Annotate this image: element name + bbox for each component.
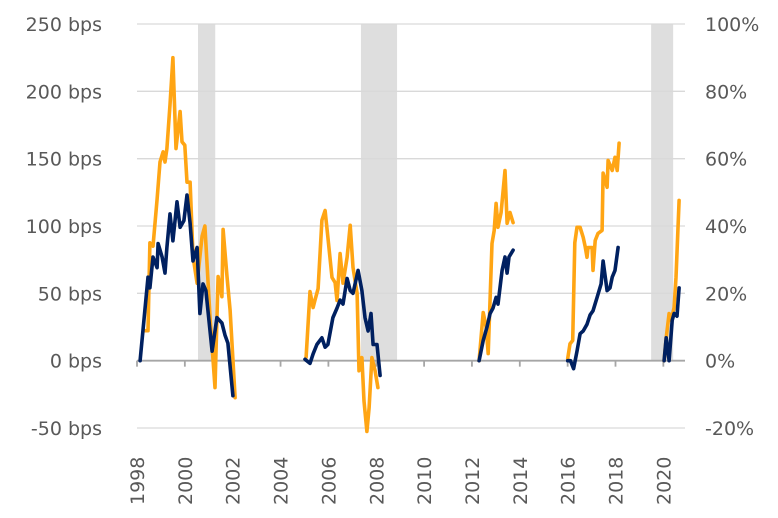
recession-band [198, 24, 216, 361]
y-right-tick-label: 0% [705, 351, 735, 373]
y-right-tick-label: 80% [705, 81, 747, 103]
x-tick-label: 2014 [510, 457, 532, 505]
tick-labels: 250 bps 200 bps 150 bps 100 bps 50 bps 0 bps -… [26, 14, 760, 505]
y-left-tick-label: 200 bps [26, 81, 102, 103]
x-tick-label: 2000 [175, 457, 197, 505]
series-lines [138, 55, 681, 434]
x-tick-label: 2008 [366, 457, 388, 505]
x-tick-label: 2018 [606, 457, 628, 505]
y-right-tick-label: 20% [705, 283, 747, 305]
recession-band [651, 24, 674, 361]
x-tick-label: 2006 [318, 457, 340, 505]
navy-series-line [477, 248, 515, 363]
x-tick-label: 2004 [271, 457, 293, 505]
recession-band [360, 24, 398, 361]
navy-series-line [565, 245, 620, 371]
x-tick-label: 2020 [653, 457, 675, 505]
y-left-tick-label: 0 bps [50, 351, 102, 373]
x-tick-label: 2010 [414, 457, 436, 505]
x-axis [136, 359, 685, 367]
y-left-tick-label: -50 bps [31, 418, 102, 440]
orange-series-line [143, 55, 237, 400]
x-tick-label: 2016 [558, 457, 580, 505]
y-right-tick-label: -20% [705, 418, 754, 440]
y-right-tick-label: 40% [705, 216, 747, 238]
y-right-tick-label: 100% [705, 14, 759, 36]
gridlines [137, 23, 685, 429]
orange-series-line [304, 208, 380, 434]
navy-series-line [138, 193, 235, 398]
y-left-tick-label: 150 bps [26, 149, 102, 171]
navy-series-line [303, 268, 382, 378]
x-tick-label: 1998 [127, 457, 149, 505]
y-left-tick-label: 100 bps [26, 216, 102, 238]
y-right-tick-label: 60% [705, 149, 747, 171]
y-left-tick-label: 50 bps [38, 283, 102, 305]
x-tick-label: 2012 [462, 457, 484, 505]
orange-series-line [565, 141, 621, 361]
y-left-tick-label: 250 bps [26, 14, 102, 36]
recession-shading [198, 24, 674, 361]
x-tick-label: 2002 [223, 457, 245, 505]
navy-series-line [662, 286, 681, 363]
